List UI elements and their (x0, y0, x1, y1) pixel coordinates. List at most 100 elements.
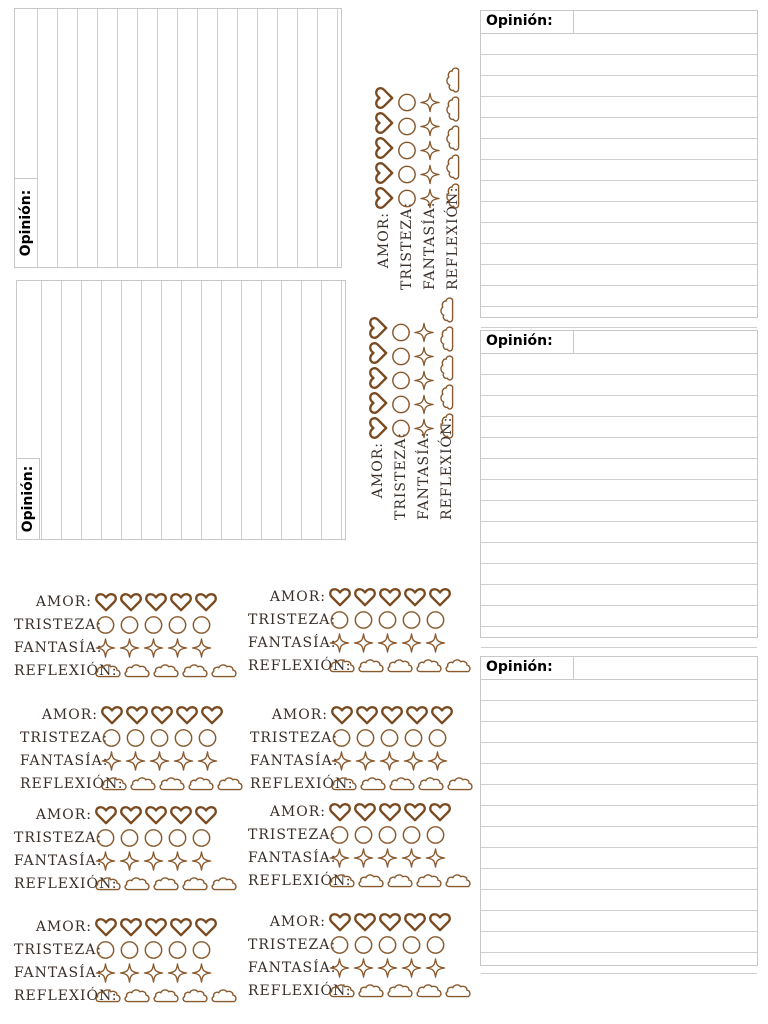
cloud-icon[interactable] (444, 124, 462, 152)
star-icon[interactable] (142, 851, 165, 871)
star-icon[interactable] (172, 751, 195, 771)
star-icon[interactable] (94, 638, 117, 658)
heart-icon[interactable] (169, 917, 193, 937)
heart-icon[interactable] (150, 705, 174, 725)
cloud-icon[interactable] (444, 66, 462, 94)
heart-icon[interactable] (330, 705, 354, 725)
cloud-icon[interactable] (438, 296, 456, 324)
heart-icon[interactable] (368, 366, 388, 390)
heart-icon[interactable] (403, 802, 427, 822)
heart-icon[interactable] (428, 802, 452, 822)
cloud-icon[interactable] (415, 657, 443, 675)
cloud-icon[interactable] (438, 383, 456, 411)
cloud-icon[interactable] (444, 657, 472, 675)
star-icon[interactable] (414, 345, 434, 368)
cloud-icon[interactable] (417, 775, 445, 793)
cloud-icon[interactable] (444, 153, 462, 181)
star-icon[interactable] (352, 633, 375, 653)
heart-icon[interactable] (100, 705, 124, 725)
star-icon[interactable] (376, 958, 399, 978)
star-icon[interactable] (142, 963, 165, 983)
cloud-icon[interactable] (388, 775, 416, 793)
cloud-icon[interactable] (181, 875, 209, 893)
cloud-icon[interactable] (359, 775, 387, 793)
cloud-icon[interactable] (187, 775, 215, 793)
circle-icon[interactable] (166, 615, 189, 635)
heart-icon[interactable] (368, 416, 388, 440)
heart-icon[interactable] (368, 391, 388, 415)
heart-icon[interactable] (328, 587, 352, 607)
cloud-icon[interactable] (100, 775, 128, 793)
heart-icon[interactable] (94, 805, 118, 825)
circle-icon[interactable] (166, 940, 189, 960)
cloud-icon[interactable] (415, 872, 443, 890)
star-icon[interactable] (376, 848, 399, 868)
circle-icon[interactable] (100, 728, 123, 748)
circle-icon[interactable] (391, 417, 411, 440)
heart-icon[interactable] (430, 705, 454, 725)
circle-icon[interactable] (142, 615, 165, 635)
cloud-icon[interactable] (328, 872, 356, 890)
circle-icon[interactable] (352, 610, 375, 630)
heart-icon[interactable] (194, 805, 218, 825)
heart-icon[interactable] (403, 587, 427, 607)
star-icon[interactable] (118, 851, 141, 871)
cloud-icon[interactable] (210, 875, 238, 893)
circle-icon[interactable] (196, 728, 219, 748)
circle-icon[interactable] (424, 610, 447, 630)
circle-icon[interactable] (142, 828, 165, 848)
star-icon[interactable] (124, 751, 147, 771)
circle-icon[interactable] (397, 163, 417, 186)
cloud-icon[interactable] (438, 354, 456, 382)
cloud-icon[interactable] (123, 987, 151, 1005)
star-icon[interactable] (420, 115, 440, 138)
heart-icon[interactable] (169, 592, 193, 612)
cloud-icon[interactable] (123, 875, 151, 893)
heart-icon[interactable] (144, 592, 168, 612)
circle-icon[interactable] (94, 940, 117, 960)
heart-icon[interactable] (94, 917, 118, 937)
star-icon[interactable] (352, 848, 375, 868)
star-icon[interactable] (94, 851, 117, 871)
heart-icon[interactable] (169, 805, 193, 825)
star-icon[interactable] (196, 751, 219, 771)
star-icon[interactable] (328, 848, 351, 868)
star-icon[interactable] (148, 751, 171, 771)
heart-icon[interactable] (405, 705, 429, 725)
cloud-icon[interactable] (357, 657, 385, 675)
circle-icon[interactable] (378, 728, 401, 748)
heart-icon[interactable] (368, 316, 388, 340)
cloud-icon[interactable] (158, 775, 186, 793)
cloud-icon[interactable] (386, 872, 414, 890)
cloud-icon[interactable] (152, 875, 180, 893)
cloud-icon[interactable] (386, 982, 414, 1000)
star-icon[interactable] (420, 163, 440, 186)
cloud-icon[interactable] (181, 987, 209, 1005)
star-icon[interactable] (376, 633, 399, 653)
cloud-icon[interactable] (328, 657, 356, 675)
heart-icon[interactable] (200, 705, 224, 725)
heart-icon[interactable] (328, 912, 352, 932)
star-icon[interactable] (420, 139, 440, 162)
heart-icon[interactable] (353, 802, 377, 822)
circle-icon[interactable] (391, 369, 411, 392)
opinion-note-1[interactable]: Opinión: (480, 10, 758, 328)
circle-icon[interactable] (352, 935, 375, 955)
cloud-icon[interactable] (386, 657, 414, 675)
circle-icon[interactable] (376, 935, 399, 955)
circle-icon[interactable] (94, 828, 117, 848)
circle-icon[interactable] (118, 828, 141, 848)
star-icon[interactable] (424, 633, 447, 653)
heart-icon[interactable] (175, 705, 199, 725)
circle-icon[interactable] (400, 610, 423, 630)
heart-icon[interactable] (374, 186, 394, 210)
circle-icon[interactable] (148, 728, 171, 748)
heart-icon[interactable] (378, 802, 402, 822)
circle-icon[interactable] (328, 825, 351, 845)
cloud-icon[interactable] (216, 775, 244, 793)
star-icon[interactable] (424, 848, 447, 868)
circle-icon[interactable] (391, 321, 411, 344)
star-icon[interactable] (166, 851, 189, 871)
heart-icon[interactable] (125, 705, 149, 725)
circle-icon[interactable] (166, 828, 189, 848)
